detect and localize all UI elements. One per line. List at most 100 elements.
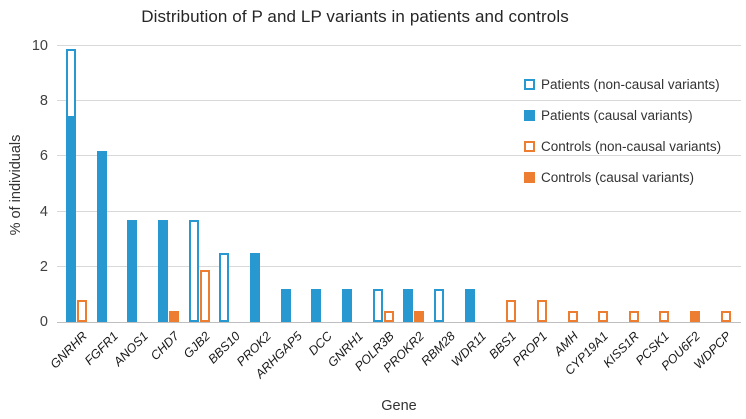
gridline [57, 100, 741, 102]
segment-controls-noncausal [77, 299, 87, 322]
bar-group-GJB2 [188, 46, 210, 322]
patients-bar-ANOS1 [127, 46, 138, 322]
patients-bar-GNRH1 [341, 46, 352, 322]
controls-bar-AMH [567, 46, 578, 322]
patients-bar-PROK2 [249, 46, 260, 322]
y-tick-label: 0 [39, 314, 48, 330]
bar-group-AMH [557, 46, 578, 322]
legend-swatch-open-orange-icon [524, 140, 535, 152]
controls-bar-DCC [322, 46, 332, 322]
legend-label: Controls (causal variants) [541, 169, 695, 185]
bar-group-BBS10 [219, 46, 240, 322]
patients-bar-RBM28 [433, 46, 444, 322]
y-axis-tick-labels: 0 2 4 6 8 10 [0, 38, 48, 330]
legend-swatch-solid-blue-icon [524, 109, 535, 121]
bar-group-WDR11 [464, 46, 486, 322]
segment-controls-noncausal [536, 299, 547, 322]
bar-group-ANOS1 [127, 46, 148, 322]
segment-patients-causal [96, 150, 107, 322]
controls-bar-CYP19A1 [598, 46, 609, 322]
patients-bar-GJB2 [188, 46, 199, 322]
gridline [57, 155, 741, 157]
segment-controls-noncausal [506, 299, 517, 322]
chart-title: Distribution of P and LP variants in pat… [141, 7, 569, 26]
patients-bar-WDR11 [464, 46, 475, 322]
patients-bar-GNRHR [66, 46, 76, 322]
segment-controls-causal [414, 310, 425, 322]
bar-group-PROK2 [249, 46, 271, 322]
controls-bar-BBS10 [230, 46, 240, 322]
segment-controls-causal [168, 310, 179, 322]
controls-bar-RBM28 [445, 46, 455, 322]
segment-patients-causal [127, 219, 138, 322]
legend-label: Patients (causal variants) [541, 107, 693, 123]
controls-bar-GJB2 [199, 46, 210, 322]
segment-controls-noncausal [598, 310, 609, 322]
bar-group-GNRH1 [341, 46, 363, 322]
controls-bar-CHD7 [168, 46, 179, 322]
y-tick-label: 6 [39, 148, 48, 165]
x-axis-title: Gene [381, 398, 417, 414]
controls-bar-POU6F2 [690, 46, 701, 322]
legend-label: Patients (non-causal variants) [541, 76, 720, 92]
controls-bar-GNRHR [77, 46, 87, 322]
y-tick-label: 10 [31, 38, 48, 54]
segment-patients-noncausal [433, 288, 444, 322]
bar-group-RBM28 [433, 46, 455, 322]
segment-patients-noncausal [188, 219, 199, 322]
bar-group-CHD7 [157, 46, 179, 322]
bar-group-PCSK1 [648, 46, 670, 322]
segment-controls-noncausal [383, 310, 394, 322]
segment-patients-causal [341, 288, 352, 322]
bar-group-PROKR2 [403, 46, 425, 322]
gridline [57, 265, 741, 267]
segment-patients-causal [280, 288, 291, 322]
controls-bar-WDPCP [720, 46, 731, 322]
bar-group-PROP1 [526, 46, 547, 322]
bars-container [57, 46, 741, 322]
legend: Patients (non-causal variants) Patients … [524, 74, 721, 187]
patients-bar-BBS10 [219, 46, 230, 322]
patients-bar-FGFR1 [96, 46, 107, 322]
patients-bar-PROKR2 [403, 46, 414, 322]
controls-bar-ANOS1 [138, 46, 148, 322]
bar-group-ARHGAP5 [280, 46, 302, 322]
segment-patients-causal [311, 288, 322, 322]
legend-item-patients-causal: Patients (causal variants) [524, 105, 721, 125]
segment-controls-noncausal [199, 269, 210, 322]
legend-label: Controls (non-causal variants) [541, 138, 722, 154]
legend-swatch-open-blue-icon [524, 78, 535, 90]
controls-bar-KISS1R [628, 46, 639, 322]
legend-item-controls-causal: Controls (causal variants) [524, 167, 721, 187]
bar-group-FGFR1 [96, 46, 118, 322]
controls-bar-WDR11 [476, 46, 486, 322]
bar-group-KISS1R [618, 46, 639, 322]
controls-bar-ARHGAP5 [292, 46, 302, 322]
gridline [57, 210, 741, 212]
patients-bar-DCC [311, 46, 322, 322]
legend-item-controls-noncausal: Controls (non-causal variants) [524, 136, 721, 156]
bar-group-POU6F2 [679, 46, 701, 322]
segment-patients-causal [464, 288, 475, 322]
controls-bar-BBS1 [506, 46, 517, 322]
controls-bar-FGFR1 [108, 46, 118, 322]
bar-group-DCC [311, 46, 332, 322]
segment-patients-noncausal [219, 253, 230, 322]
legend-item-patients-noncausal: Patients (non-causal variants) [524, 74, 721, 94]
controls-bar-GNRH1 [353, 46, 363, 322]
segment-patients-causal [249, 253, 260, 322]
bar-group-BBS1 [495, 46, 517, 322]
segment-controls-noncausal [567, 310, 578, 322]
bar-group-GNRHR [66, 46, 87, 322]
segment-controls-noncausal [628, 310, 639, 322]
bar-group-WDPCP [710, 46, 731, 322]
y-tick-label: 4 [39, 203, 48, 220]
controls-bar-PROP1 [536, 46, 547, 322]
patients-bar-CHD7 [157, 46, 168, 322]
bar-group-POLR3B [372, 46, 394, 322]
legend-swatch-solid-orange-icon [524, 171, 535, 183]
plot-area [57, 45, 741, 323]
controls-bar-PROK2 [261, 46, 271, 322]
segment-controls-noncausal [659, 310, 670, 322]
